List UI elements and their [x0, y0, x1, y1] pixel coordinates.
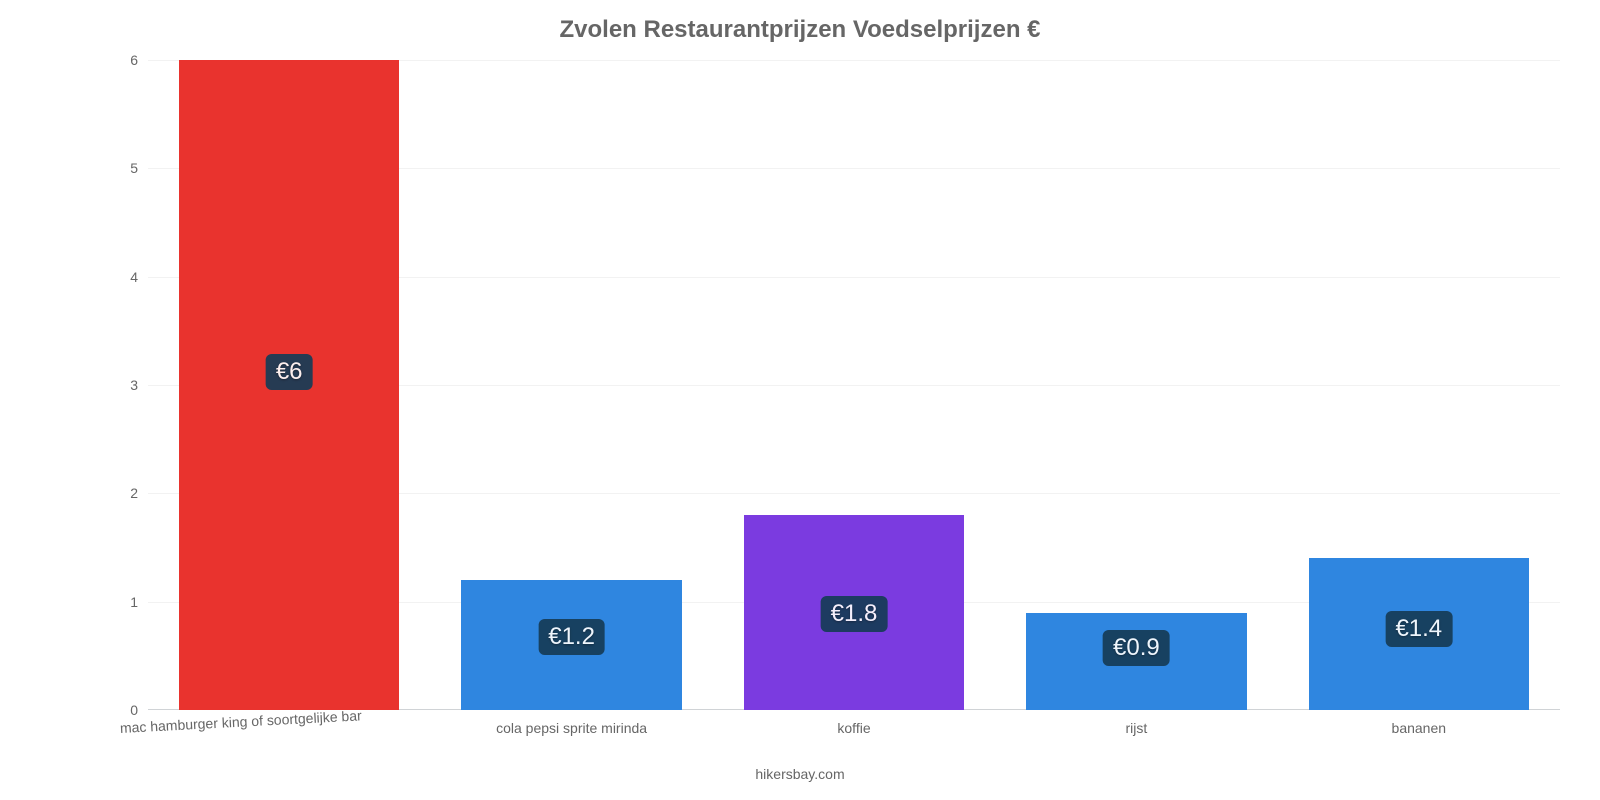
x-tick-label: mac hamburger king of soortgelijke bar: [119, 697, 362, 736]
y-tick-label: 1: [130, 594, 148, 610]
price-chart: Zvolen Restaurantprijzen Voedselprijzen …: [0, 0, 1600, 800]
value-label: €0.9: [1103, 630, 1170, 666]
x-tick-label: koffie: [837, 710, 870, 736]
chart-title: Zvolen Restaurantprijzen Voedselprijzen …: [0, 16, 1600, 44]
y-tick-label: 5: [130, 160, 148, 176]
x-tick-label: rijst: [1126, 710, 1148, 736]
credit-text: hikersbay.com: [0, 766, 1600, 782]
x-tick-label: bananen: [1392, 710, 1447, 736]
x-tick-label: cola pepsi sprite mirinda: [496, 710, 647, 736]
value-label: €1.4: [1385, 611, 1452, 647]
y-tick-label: 3: [130, 377, 148, 393]
y-tick-label: 6: [130, 52, 148, 68]
value-label: €1.8: [821, 596, 888, 632]
value-label: €1.2: [538, 619, 605, 655]
y-tick-label: 2: [130, 485, 148, 501]
plot-area: 0123456€6mac hamburger king of soortgeli…: [148, 60, 1560, 710]
y-tick-label: 4: [130, 269, 148, 285]
value-label: €6: [266, 354, 313, 390]
